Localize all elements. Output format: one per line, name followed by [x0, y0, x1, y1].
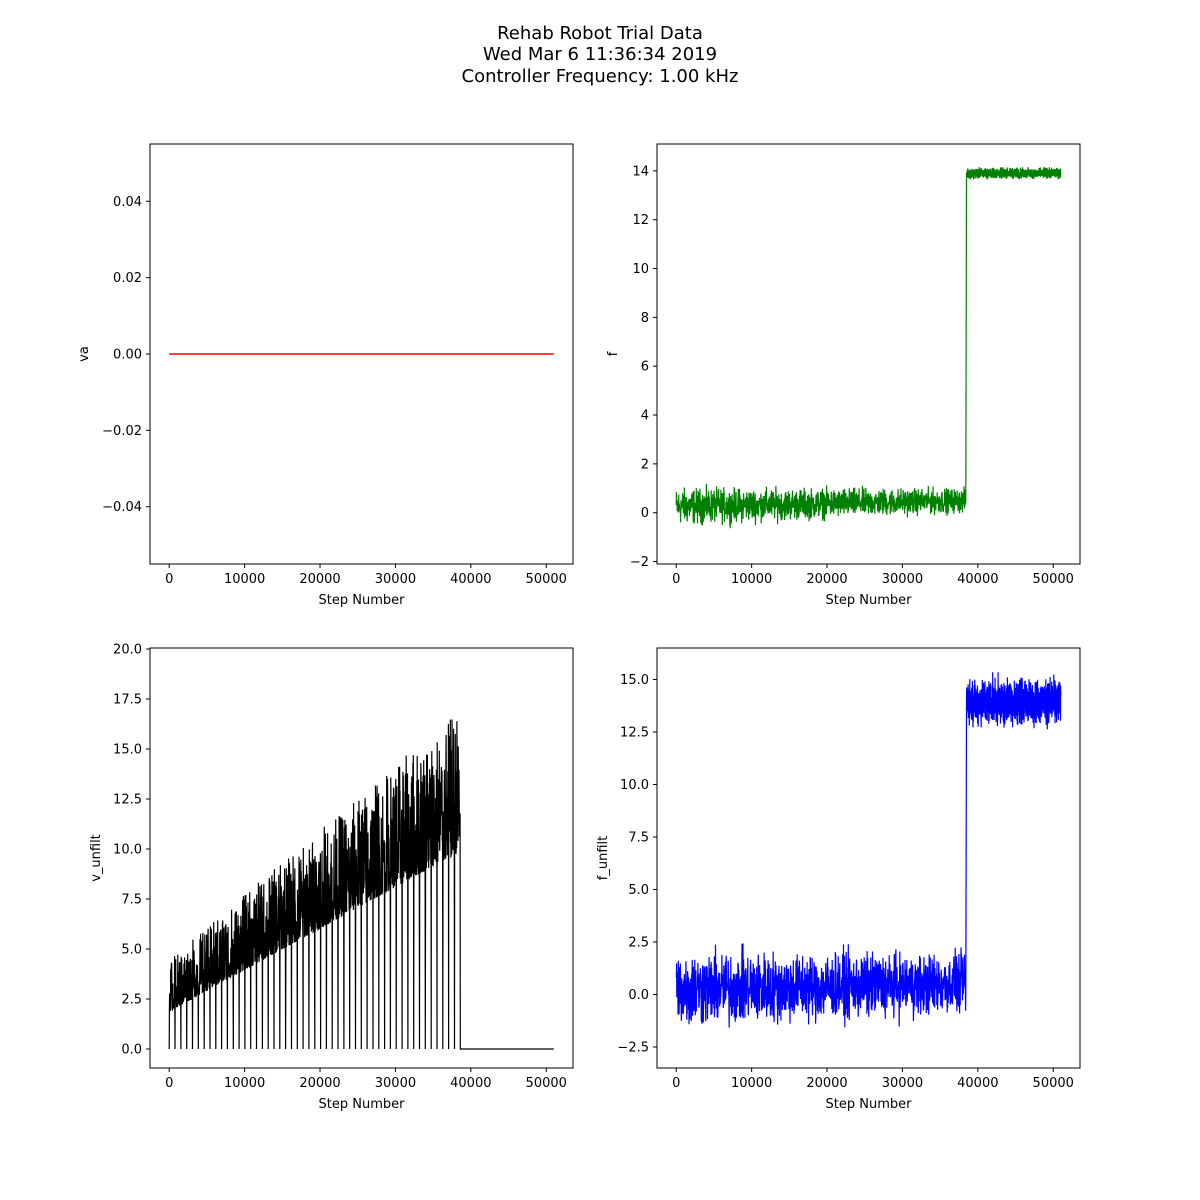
y-tick-label: 17.5: [113, 693, 142, 708]
x-tick-label: 50000: [1033, 572, 1074, 587]
axes-frame-f: [656, 143, 1081, 565]
y-tick-label: 7.5: [628, 831, 649, 846]
x-axis-label: Step Number: [319, 593, 406, 608]
series-line-v_unfilt: [168, 719, 554, 1050]
x-tick-label: 40000: [450, 1076, 491, 1091]
y-tick-label: 0: [641, 506, 649, 521]
x-tick-label: 50000: [1033, 1076, 1074, 1091]
x-tick-label: 0: [165, 1076, 173, 1091]
y-tick-label: 6: [641, 360, 649, 375]
subplot-va: 0 10000 20000 30000 40000 50000 −0.04 −0.02 0.00…: [77, 143, 574, 608]
x-tick-label: 0: [672, 572, 680, 587]
y-tick-label: 0.04: [113, 195, 142, 210]
subplot-v_unfilt: 0 10000 20000 30000 40000 50000 0.0 2.5 5.0 7.5 10…: [89, 643, 574, 1112]
x-tick-label: 30000: [882, 572, 923, 587]
y-tick-label: 2: [641, 457, 649, 472]
y-tick-label: 2.5: [628, 936, 649, 951]
x-axis-label: Step Number: [826, 593, 913, 608]
x-tick-label: 10000: [731, 1076, 772, 1091]
y-tick-label: −0.02: [102, 424, 142, 439]
x-tick-label: 30000: [882, 1076, 923, 1091]
x-tick-label: 20000: [299, 1076, 340, 1091]
x-tick-label: 10000: [224, 1076, 265, 1091]
x-tick-label: 20000: [299, 572, 340, 587]
y-tick-label: 5.0: [628, 883, 649, 898]
plot-area-v_unfilt: [168, 719, 554, 1050]
x-tick-label: 30000: [375, 572, 416, 587]
subplot-f_unfilt: 0 10000 20000 30000 40000 50000 −2.5 0.0 2.5 5.0 7…: [596, 647, 1081, 1112]
y-tick-label: −2.5: [617, 1041, 649, 1056]
x-tick-label: 40000: [957, 572, 998, 587]
y-tick-label: 0.0: [121, 1043, 142, 1058]
y-tick-label: 10: [632, 262, 649, 277]
x-tick-label: 0: [165, 572, 173, 587]
y-tick-label: 0.0: [628, 988, 649, 1003]
plot-area-f_unfilt: [675, 672, 1062, 1028]
y-tick-label: 0.00: [113, 348, 142, 363]
x-tick-label: 0: [672, 1076, 680, 1091]
y-tick-label: 15.0: [113, 743, 142, 758]
x-tick-label: 50000: [526, 1076, 567, 1091]
x-axis-label: Step Number: [319, 1097, 406, 1112]
y-tick-label: 5.0: [121, 943, 142, 958]
y-tick-label: 0.02: [113, 271, 142, 286]
y-tick-label: 2.5: [121, 993, 142, 1008]
axes-frame-f_unfilt: [656, 647, 1081, 1069]
x-tick-label: 40000: [957, 1076, 998, 1091]
y-axis-label: va: [77, 346, 92, 362]
y-axis-label: f: [606, 351, 621, 356]
y-tick-label: 12: [632, 213, 649, 228]
y-tick-label: 8: [641, 311, 649, 326]
y-tick-label: 14: [632, 164, 649, 179]
y-tick-label: 12.5: [113, 793, 142, 808]
x-tick-label: 20000: [806, 572, 847, 587]
y-tick-label: 12.5: [620, 726, 649, 741]
x-tick-label: 50000: [526, 572, 567, 587]
x-tick-label: 30000: [375, 1076, 416, 1091]
y-tick-label: 10.0: [113, 843, 142, 858]
plot-area-f: [675, 166, 1062, 529]
series-line-f: [675, 166, 1062, 529]
figure-title-line-3: Controller Frequency: 1.00 kHz: [461, 66, 739, 87]
x-axis-label: Step Number: [826, 1097, 913, 1112]
y-tick-label: 20.0: [113, 643, 142, 658]
y-axis-label: f_unfilt: [596, 836, 611, 880]
y-axis-label: v_unfilt: [89, 834, 104, 882]
y-tick-label: 10.0: [620, 778, 649, 793]
x-tick-label: 20000: [806, 1076, 847, 1091]
y-tick-label: 4: [641, 409, 649, 424]
series-line-f_unfilt: [675, 672, 1062, 1028]
figure-title-line-2: Wed Mar 6 11:36:34 2019: [482, 44, 718, 65]
axes-frame-v_unfilt: [149, 647, 574, 1069]
y-tick-label: 7.5: [121, 893, 142, 908]
x-tick-label: 40000: [450, 572, 491, 587]
subplot-f: 0 10000 20000 30000 40000 50000 −2 0 2 4 6 8 10 12 14 S…: [606, 143, 1081, 608]
x-tick-label: 10000: [224, 572, 265, 587]
x-tick-label: 10000: [731, 572, 772, 587]
figure-title-line-1: Rehab Robot Trial Data: [497, 23, 703, 44]
y-tick-label: 15.0: [620, 673, 649, 688]
y-tick-label: −0.04: [102, 500, 142, 515]
y-tick-label: −2: [630, 555, 649, 570]
